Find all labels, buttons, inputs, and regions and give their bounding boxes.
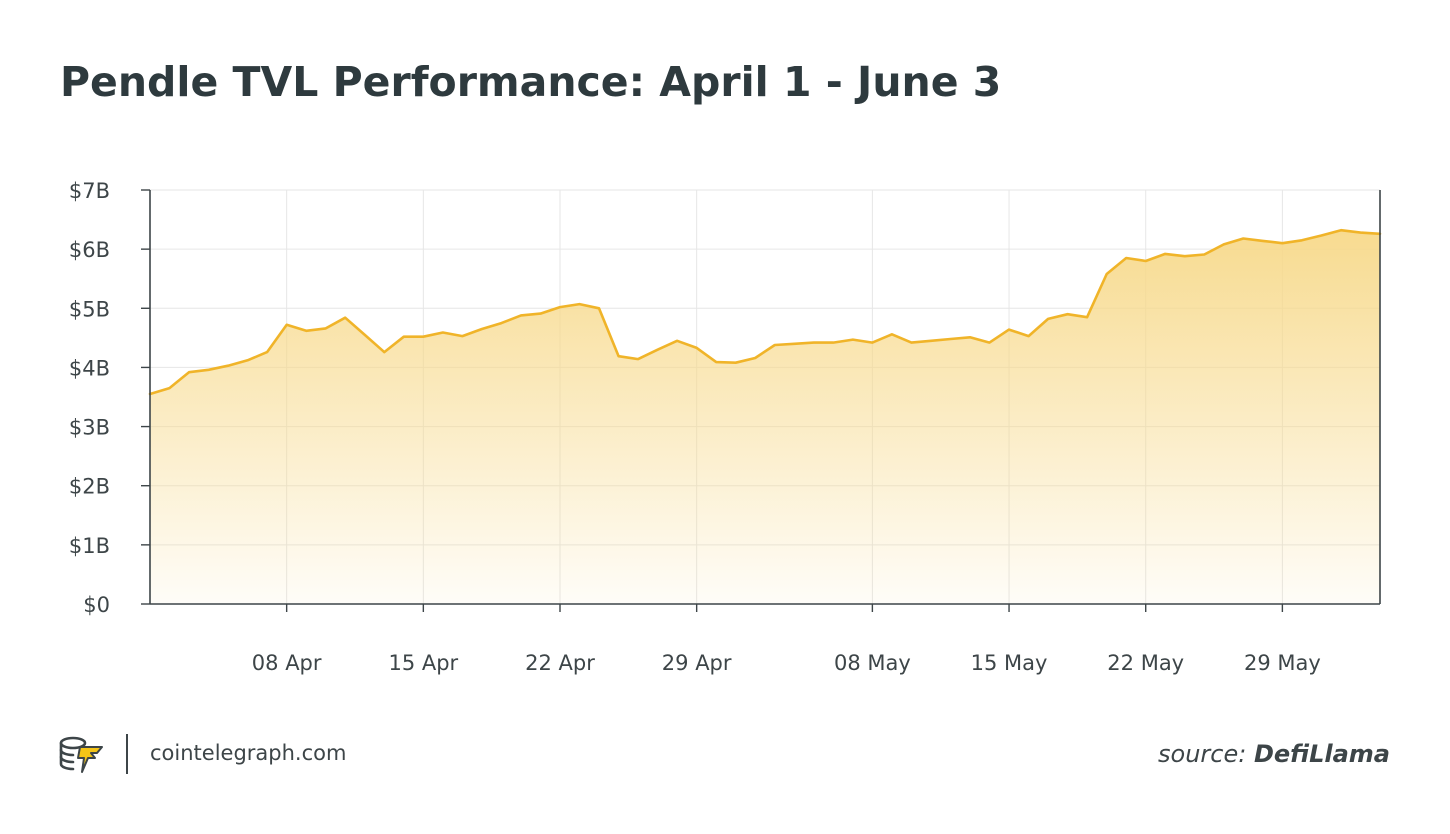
footer-divider: [126, 734, 128, 774]
y-tick-label: $4B: [69, 356, 110, 380]
x-tick-label: 22 Apr: [525, 651, 595, 675]
chart-axes: [141, 189, 1381, 612]
footer-source: source: DefiLlama: [1158, 739, 1390, 769]
x-tick-label: 08 May: [834, 651, 911, 675]
source-name: DefiLlama: [1253, 740, 1390, 768]
source-prefix: source:: [1158, 740, 1247, 768]
x-tick-label: 29 Apr: [662, 651, 732, 675]
y-tick-label: $5B: [69, 297, 110, 321]
y-tick-label: $6B: [69, 238, 110, 262]
x-tick-label: 15 May: [971, 651, 1048, 675]
x-tick-label: 15 Apr: [388, 651, 458, 675]
x-tick-label: 08 Apr: [252, 651, 322, 675]
x-tick-label: 29 May: [1244, 651, 1321, 675]
footer-site-url: cointelegraph.com: [150, 741, 347, 765]
y-tick-label: $1B: [69, 534, 110, 558]
chart-area-layer: [148, 228, 1382, 604]
cointelegraph-logo-icon: [59, 736, 103, 773]
y-tick-label: $7B: [69, 179, 110, 203]
x-tick-label: 22 May: [1107, 651, 1184, 675]
y-tick-label: $0: [83, 593, 110, 617]
chart-labels: $0 $1B $2B $3B $4B $5B $6B $7B 08 Apr 15 Apr 22 Ap…: [69, 179, 1321, 675]
y-tick-label: $3B: [69, 416, 110, 440]
tvl-series-line: [148, 228, 1382, 396]
chart-title: Pendle TVL Performance: April 1 - June 3: [60, 58, 1002, 106]
tvl-area-fill: [150, 230, 1380, 604]
y-tick-label: $2B: [69, 475, 110, 499]
